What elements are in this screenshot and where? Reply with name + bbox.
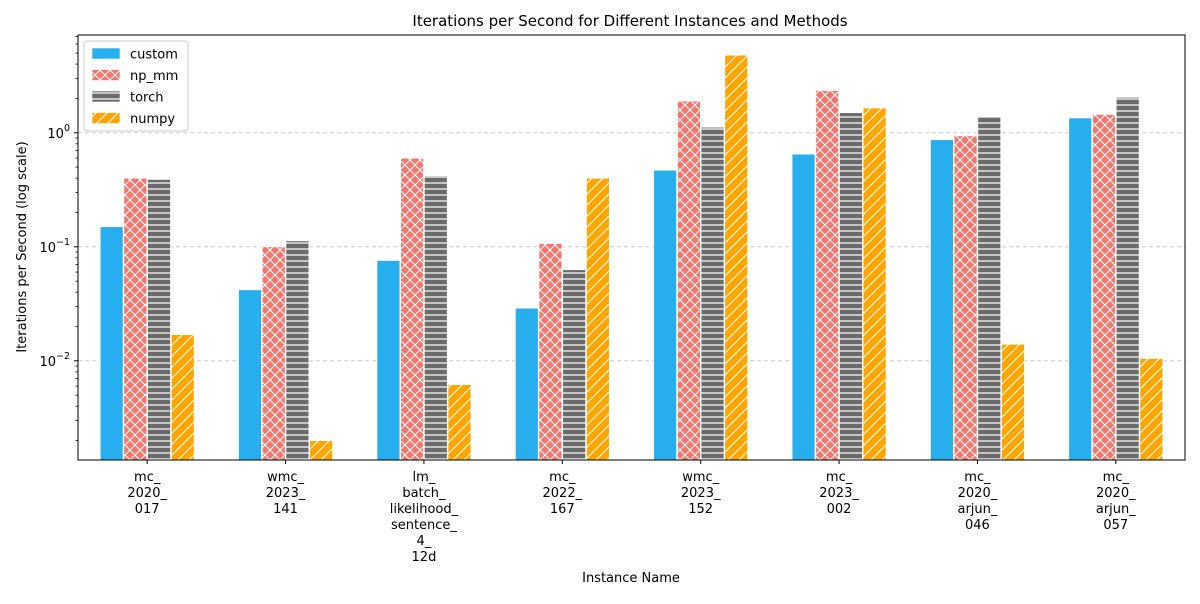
bar-hatch-torch-3 (562, 269, 586, 460)
bar-hatch-torch-7 (1116, 97, 1140, 461)
bar-hatch-np_mm-6 (954, 135, 978, 460)
x-tick-label: wmc_ 2023_ 141 (266, 470, 306, 517)
x-tick-label: mc_ 2023_ 002 (819, 470, 859, 517)
bar-hatch-torch-6 (977, 116, 1001, 460)
bar-hatch-torch-5 (839, 112, 863, 460)
bar-hatch-numpy-5 (863, 107, 887, 460)
bar-hatch-np_mm-5 (815, 90, 839, 460)
bar-hatch-np_mm-7 (1092, 114, 1116, 460)
x-tick-label: mc_ 2020_ 017 (127, 470, 167, 517)
legend-label-np_mm: np_mm (130, 69, 178, 84)
bar-custom-7 (1068, 117, 1093, 461)
bar-custom-6 (929, 139, 954, 461)
bar-custom-3 (514, 307, 539, 461)
bar-hatch-numpy-3 (586, 178, 610, 460)
x-tick-label: mc_ 2020_ arjun_ 046 (957, 470, 997, 533)
legend-label-numpy: numpy (130, 112, 175, 127)
axes (74, 34, 1186, 464)
y-tick-label: 10−1 (39, 237, 70, 256)
bar-custom-1 (238, 289, 262, 461)
bar-custom-2 (376, 259, 401, 461)
legend-swatch-custom (91, 47, 121, 60)
bar-hatch-numpy-2 (447, 384, 471, 460)
x-tick-labels: mc_ 2020_ 017 wmc_ 2023_ 141 lm_ batch_ likeliho… (127, 470, 1136, 565)
bar-hatch-torch-4 (701, 127, 725, 460)
bar-hatch-numpy-6 (1001, 344, 1025, 460)
bar-hatch-torch-2 (424, 175, 448, 460)
bar-hatch-numpy-7 (1139, 358, 1163, 460)
legend-label-torch: torch (130, 91, 164, 106)
legend-swatch-hatch-np_mm (92, 69, 120, 81)
bar-hatch-torch-0 (147, 179, 171, 460)
x-tick-label: mc_ 2020_ arjun_ 057 (1096, 470, 1136, 533)
x-tick-label: wmc_ 2023_ 152 (681, 470, 721, 517)
y-tick-labels: 10−2 10−1 100 (39, 123, 70, 370)
bar-hatch-np_mm-1 (262, 246, 286, 460)
y-axis-label: Iterations per Second (log scale) (15, 141, 30, 352)
bar-custom-4 (653, 169, 678, 461)
chart-title: Iterations per Second for Different Inst… (412, 12, 847, 30)
bar-hatch-numpy-0 (171, 334, 195, 460)
bar-custom-5 (791, 153, 816, 461)
bar-hatch-numpy-1 (309, 440, 333, 460)
legend-swatch-hatch-torch (92, 91, 120, 102)
legend-swatch-hatch-numpy (92, 112, 120, 124)
legend-box (83, 40, 189, 132)
bar-custom-0 (99, 226, 124, 461)
x-axis-label: Instance Name (582, 571, 680, 586)
bar-hatch-np_mm-0 (123, 178, 147, 460)
bars (99, 54, 1164, 461)
x-tick-label: mc_ 2022_ 167 (543, 470, 583, 517)
x-tick-label: lm_ batch_ likelihood_ sentence_ 4_ 12d (390, 470, 459, 565)
plot-frame (77, 34, 1186, 461)
bar-hatch-np_mm-3 (538, 243, 562, 460)
bar-hatch-np_mm-2 (400, 158, 424, 461)
legend-label-custom: custom (130, 48, 178, 63)
y-tick-label: 10−2 (39, 351, 70, 370)
bar-hatch-np_mm-4 (677, 100, 701, 460)
bar-hatch-numpy-4 (724, 55, 748, 461)
bar-hatch-torch-1 (285, 240, 309, 460)
y-tick-label: 100 (47, 123, 70, 142)
